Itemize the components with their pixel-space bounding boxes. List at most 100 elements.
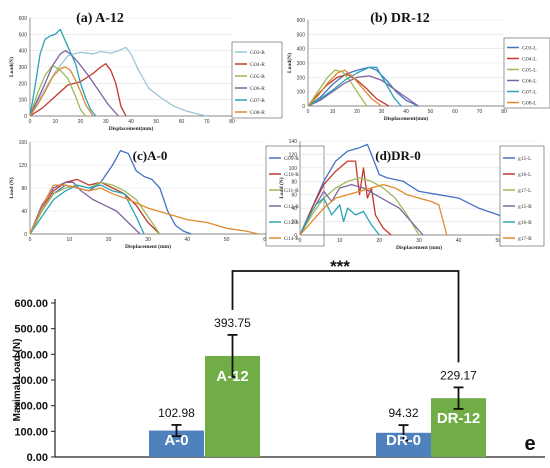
legend-entry: G11-R (284, 188, 299, 194)
x-axis-label: Displacement(mm) (384, 115, 429, 122)
x-tick-label: 80 (229, 119, 235, 125)
series-line-G06-L (307, 75, 419, 107)
y-tick-label: 0 (302, 104, 305, 110)
series-line-G10-R (29, 178, 161, 235)
bar-value-label: 102.98 (158, 406, 195, 420)
series-line-G07-R (29, 28, 97, 117)
x-tick-label: 20 (354, 109, 360, 115)
y-tick-label: 400 (297, 47, 306, 53)
legend-entry: G05-R (250, 74, 265, 80)
legend-entry: G07-R (250, 98, 265, 104)
legend-entry: G06-R (250, 86, 265, 92)
x-tick-label: 60 (452, 109, 458, 115)
x-tick-label: 50 (496, 238, 502, 244)
series-line-G06-R (29, 50, 119, 117)
y-tick-label: 120 (289, 152, 298, 158)
legend-entry: G08-L (522, 101, 537, 107)
y-tick-label: 160 (19, 140, 28, 146)
legend-entry: G05-L (522, 68, 537, 74)
legend-entry: g15-R (518, 204, 532, 210)
series-line-g15-L (299, 143, 539, 236)
bar-value-label: 393.75 (214, 316, 251, 330)
y-tick-label: 200.00 (14, 401, 48, 413)
legend-entry: G03-R (250, 50, 265, 56)
x-axis-label: Displacement (mm) (125, 243, 171, 250)
x-tick-label: 30 (103, 119, 109, 125)
line-chart-panel-d: 0204060801001201400102030405060Displacem… (278, 139, 545, 251)
legend-entry: G08-R (250, 110, 265, 116)
x-tick-label: 50 (153, 119, 159, 125)
panel-letter-e: e (524, 433, 535, 455)
panel-title: (b) DR-12 (370, 11, 430, 26)
line-chart-panel-c: 0 40 80 120 160 0 10 20 30 40 50 60 Displacement (mm… (8, 140, 325, 250)
x-tick-label: 60 (179, 119, 185, 125)
y-tick-label: 100 (289, 166, 298, 172)
legend-entry: G12-R (284, 204, 299, 210)
y-tick-label: 120 (19, 163, 28, 169)
y-tick-label: 400.00 (14, 349, 48, 361)
significance-bracket (231, 270, 460, 363)
y-axis-label: Load(N) (286, 53, 293, 73)
bar-inner-label: A-12 (216, 368, 249, 385)
bar-value-label: 94.32 (388, 406, 418, 420)
y-tick-label: 20 (291, 220, 297, 226)
y-tick-label: 40 (291, 206, 297, 212)
series-line-g16-L (299, 160, 392, 236)
y-tick-label: 300 (19, 65, 28, 71)
y-tick-label: 0 (294, 233, 297, 239)
series-line-g17-L (299, 177, 420, 236)
panel-title: (d)DR-0 (375, 148, 421, 163)
y-axis-label: Load (N) (8, 177, 15, 198)
legend-entry: g16-L (518, 172, 532, 178)
line-chart-panel-a: 0 100 200 300 400 500 600 0 10 20 30 40 50 60 70 80 Disp… (8, 11, 283, 132)
x-tick-label: 70 (204, 119, 210, 125)
x-tick-label: 40 (185, 237, 191, 243)
panel-title: (a) A-12 (76, 11, 124, 26)
y-tick-label: 100 (297, 90, 306, 96)
y-axis-label: Maximal Load (N) (12, 339, 23, 422)
legend-entry: G07-L (522, 90, 537, 96)
legend-entry: G13-R (284, 220, 299, 226)
y-tick-label: 40 (21, 209, 27, 215)
x-tick-label: 10 (337, 238, 343, 244)
series-line-G13-R (29, 184, 145, 235)
x-tick-label: 30 (416, 238, 422, 244)
x-axis-label: Displacement (mm) (396, 244, 442, 251)
significance-stars: *** (330, 257, 350, 276)
y-tick-label: 600.00 (14, 298, 48, 310)
legend-entry: G10-R (284, 172, 299, 178)
y-tick-label: 140 (289, 139, 298, 145)
x-tick-label: 10 (52, 119, 58, 125)
bar-inner-label: DR-12 (437, 410, 480, 427)
bar-value-label: 229.17 (440, 368, 477, 382)
bar-chart-panel-e: 0.00 100.00 200.00 300.00 400.00 500.00 600.00… (12, 270, 545, 464)
x-tick-label: 40 (456, 238, 462, 244)
series-line-g17-R (299, 183, 448, 236)
y-tick-label: 0 (24, 114, 27, 120)
legend-box (231, 41, 283, 119)
series-line-G04-R (29, 63, 127, 117)
series-line-G05-R (29, 64, 87, 117)
y-tick-label: 200 (297, 75, 306, 81)
y-axis-label: Load(N) (8, 57, 15, 77)
y-axis-label: Load (N) (278, 177, 285, 198)
x-tick-label: 20 (106, 237, 112, 243)
x-tick-label: 50 (428, 109, 434, 115)
legend-box (503, 37, 550, 109)
series-line-G03-R (29, 46, 207, 117)
legend-entry: G03-L (522, 46, 537, 52)
x-tick-label: 0 (307, 109, 310, 115)
series-line-G11-R (29, 181, 161, 235)
legend-entry: G06-L (522, 79, 537, 85)
series-line-G08-L (307, 69, 382, 107)
legend-entry: g15-L (518, 156, 532, 162)
x-tick-label: 0 (299, 238, 302, 244)
x-tick-label: 30 (379, 109, 385, 115)
legend-entry: G04-R (250, 62, 265, 68)
x-tick-label: 30 (145, 237, 151, 243)
series-line-g16-R (299, 197, 380, 236)
x-axis-label: Displacement(mm) (109, 125, 154, 132)
x-tick-label: 0 (29, 119, 32, 125)
x-tick-label: 0 (29, 237, 32, 243)
